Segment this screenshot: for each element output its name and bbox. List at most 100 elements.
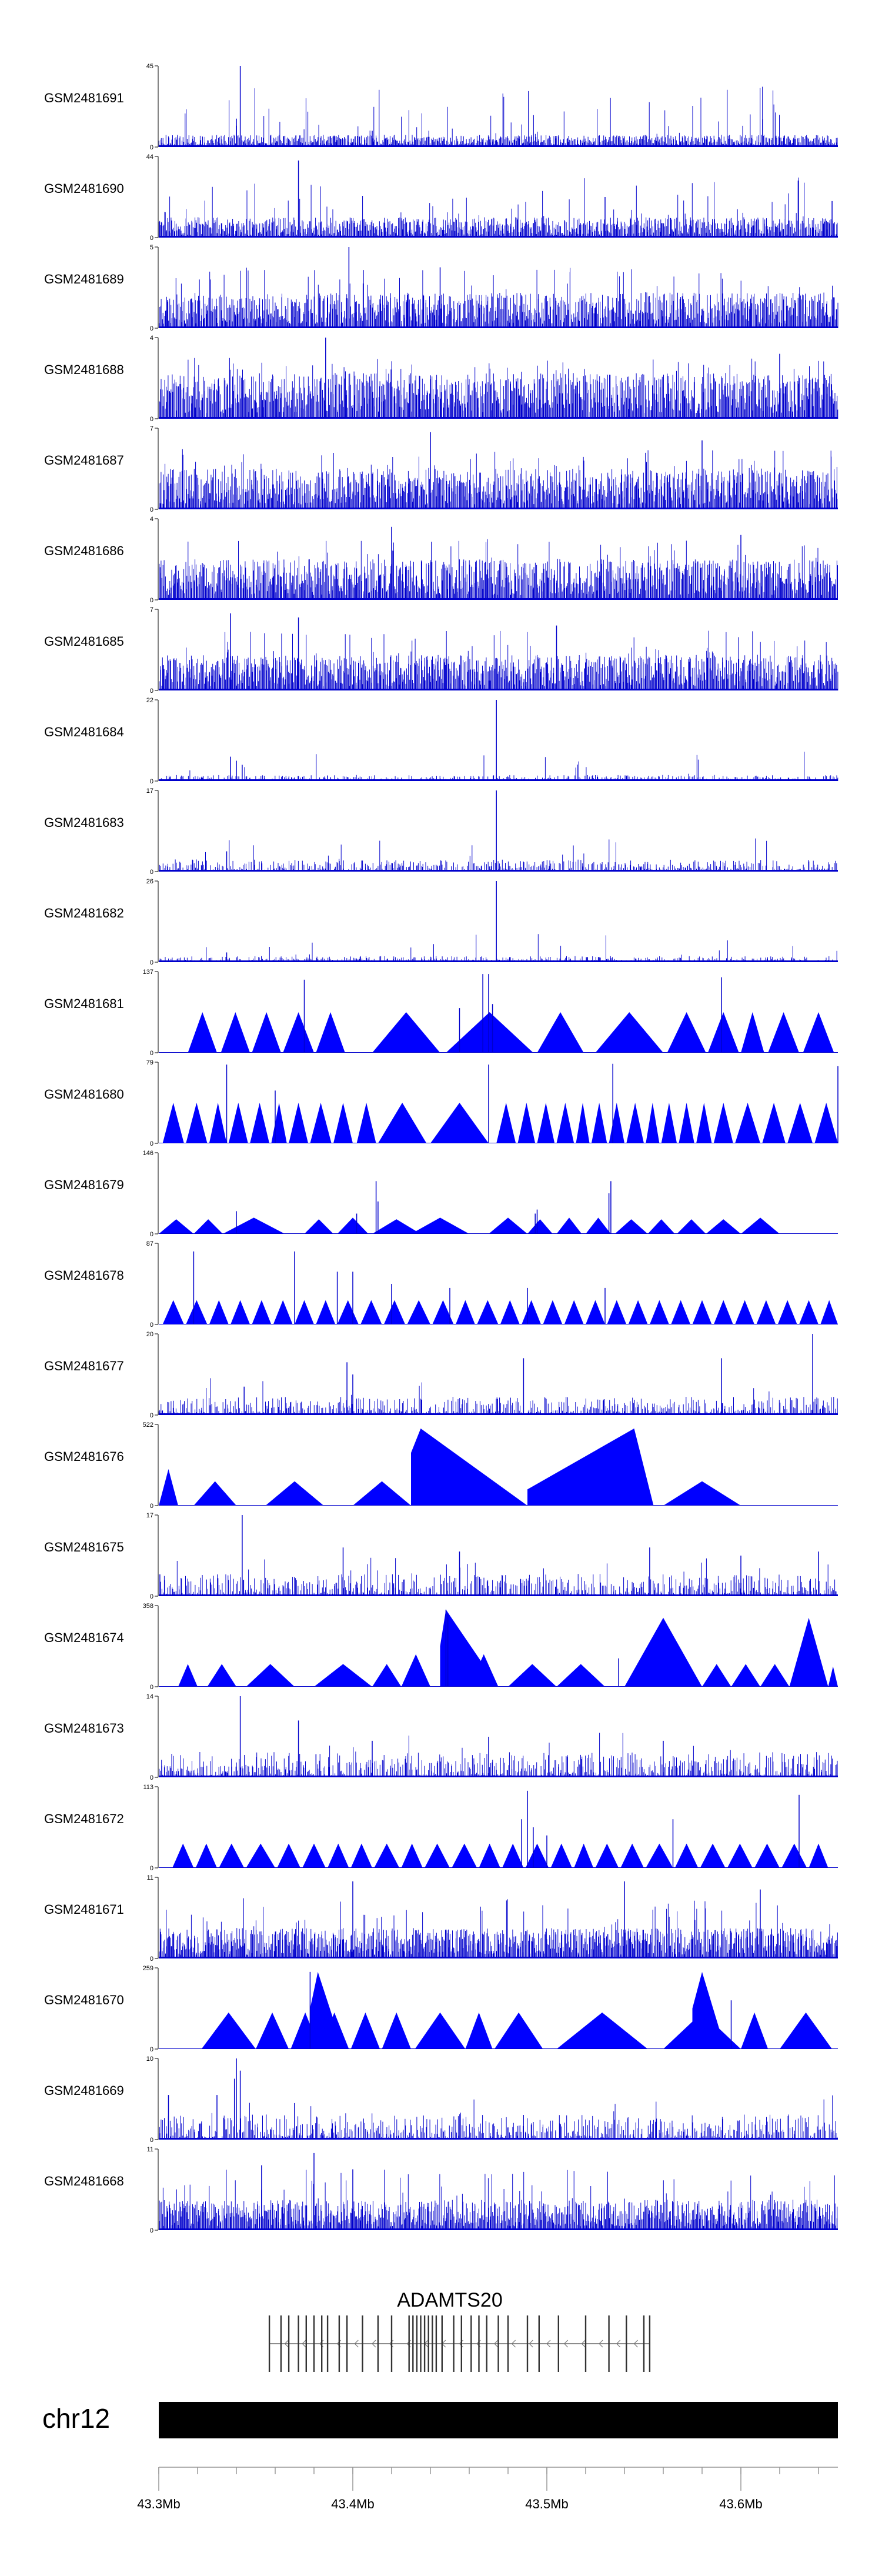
- peak-mark: [382, 2012, 411, 2049]
- gene-exon: [435, 2315, 437, 2372]
- peak-mark: [706, 1219, 741, 1234]
- peak-mark: [814, 1103, 838, 1143]
- y-tick-label-zero: 0: [150, 1503, 153, 1510]
- peak-mark: [337, 1300, 359, 1324]
- peak-mark: [556, 1217, 582, 1234]
- track-label: GSM2481678: [44, 1268, 124, 1283]
- peak-mark: [671, 1300, 691, 1324]
- coverage-floor: [159, 326, 838, 328]
- y-tick-label-max: 358: [143, 1603, 153, 1610]
- peak-mark: [780, 2012, 833, 2049]
- y-tick-label-max: 44: [146, 154, 153, 161]
- track-GSM2481678: GSM2481678 87 0: [44, 1240, 838, 1329]
- track-label: GSM2481671: [44, 1902, 124, 1917]
- peak-mark: [727, 1843, 753, 1868]
- track-label: GSM2481690: [44, 181, 124, 196]
- peak-mark: [465, 2012, 493, 2049]
- coverage-floor: [159, 870, 838, 872]
- peak-mark: [696, 1103, 712, 1143]
- peak-mark: [162, 1300, 184, 1324]
- peak-mark: [372, 1664, 402, 1687]
- coverage-signal: [159, 2095, 838, 2140]
- track-label: GSM2481674: [44, 1630, 124, 1645]
- peak-mark: [195, 1843, 217, 1868]
- coverage-signal: [159, 268, 838, 328]
- peak-mark: [624, 1617, 702, 1687]
- peak-mark: [595, 1012, 663, 1053]
- peak-mark: [252, 1012, 281, 1053]
- peak-mark: [209, 1300, 229, 1324]
- peak-mark: [626, 1103, 644, 1143]
- track-label: GSM2481689: [44, 272, 124, 286]
- y-tick-label-zero: 0: [150, 688, 153, 695]
- gene-exon: [408, 2315, 410, 2372]
- gene-exon: [453, 2315, 455, 2372]
- track-label: GSM2481668: [44, 2174, 124, 2188]
- peak-mark: [377, 1103, 427, 1143]
- peak-mark: [595, 1843, 619, 1868]
- gene-exon: [432, 2315, 433, 2372]
- y-tick-label-max: 146: [143, 1150, 153, 1157]
- peak-mark: [316, 1300, 336, 1324]
- coverage-floor: [159, 1776, 838, 1777]
- x-tick-label: 43.5Mb: [525, 2497, 568, 2511]
- peak-mark: [172, 1843, 194, 1868]
- peak-mark: [360, 1300, 382, 1324]
- peak-mark: [667, 1012, 706, 1053]
- track-GSM2481673: GSM2481673 14 0: [44, 1693, 838, 1781]
- strand-arrow: [354, 2340, 359, 2348]
- peak-mark: [316, 1012, 345, 1053]
- strand-arrow: [546, 2340, 551, 2348]
- coverage-signal: [159, 1733, 838, 1777]
- gene-exon: [584, 2315, 587, 2372]
- strand-arrow: [529, 2340, 533, 2348]
- peak-mark: [201, 2012, 256, 2049]
- coverage-signal: [159, 752, 838, 781]
- gene-exon: [377, 2315, 379, 2372]
- coverage-signal: [159, 630, 838, 690]
- peak-mark: [586, 1300, 605, 1324]
- track-GSM2481670: GSM2481670 259 0: [44, 1965, 838, 2053]
- coverage-signal: [159, 358, 838, 419]
- peak-mark: [808, 1843, 828, 1868]
- coverage-floor: [159, 1957, 838, 1958]
- chromosome-bar: [159, 2402, 838, 2438]
- peak-mark: [556, 1103, 574, 1143]
- peak-mark: [543, 1300, 563, 1324]
- track-GSM2481685: GSM2481685 7 0: [44, 606, 838, 695]
- strand-arrow: [511, 2340, 516, 2348]
- peak-mark: [677, 1219, 706, 1234]
- coverage-floor: [159, 145, 838, 147]
- track-label: GSM2481672: [44, 1811, 124, 1826]
- peak-mark: [564, 1300, 584, 1324]
- track-GSM2481682: GSM2481682 26 0: [44, 878, 838, 966]
- peak-mark: [614, 1219, 648, 1234]
- peak-mark: [452, 1843, 477, 1868]
- y-tick-label-zero: 0: [150, 597, 153, 604]
- peak-mark: [209, 1103, 227, 1143]
- strand-arrow: [581, 2340, 586, 2348]
- track-GSM2481668: GSM2481668 11 0: [44, 2146, 838, 2234]
- peak-mark: [432, 1300, 454, 1324]
- track-GSM2481674: GSM2481674 358 0: [44, 1603, 838, 1691]
- y-tick-label-zero: 0: [150, 506, 153, 513]
- coverage-floor: [159, 417, 838, 419]
- track-label: GSM2481686: [44, 543, 124, 558]
- coverage-floor: [159, 689, 838, 690]
- peak-mark: [277, 1843, 300, 1868]
- track-GSM2481676: GSM2481676 522 0: [44, 1422, 838, 1510]
- strand-arrow: [599, 2340, 603, 2348]
- peak-mark: [430, 1103, 489, 1143]
- peak-mark: [265, 1481, 324, 1506]
- peak-mark: [646, 1103, 660, 1143]
- gene-exon: [441, 2315, 443, 2372]
- track-GSM2481671: GSM2481671 11 0: [44, 1874, 838, 1963]
- y-tick-label-zero: 0: [150, 1322, 153, 1329]
- peak-mark: [787, 1103, 813, 1143]
- peak-mark: [508, 1664, 557, 1687]
- peak-mark: [735, 1300, 755, 1324]
- gene-exon: [298, 2315, 299, 2372]
- peak-mark: [741, 1217, 780, 1234]
- peak-mark: [607, 1300, 627, 1324]
- peak-mark: [609, 1103, 624, 1143]
